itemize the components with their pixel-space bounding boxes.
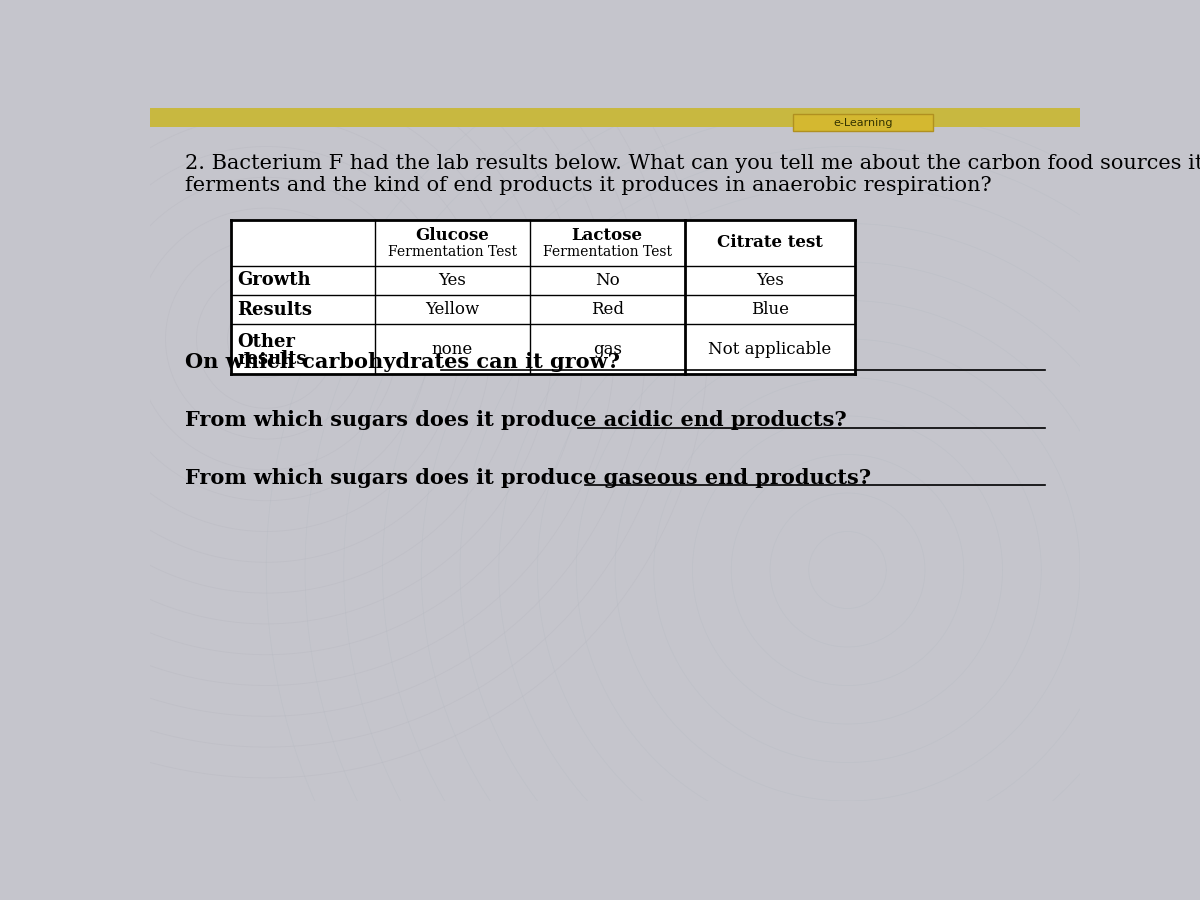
Bar bbox=[793, 114, 932, 131]
Text: Lactose: Lactose bbox=[571, 227, 643, 244]
Text: Not applicable: Not applicable bbox=[708, 341, 832, 358]
Text: Yes: Yes bbox=[756, 272, 784, 289]
Text: ferments and the kind of end products it produces in anaerobic respiration?: ferments and the kind of end products it… bbox=[185, 176, 991, 194]
Text: From which sugars does it produce gaseous end products?: From which sugars does it produce gaseou… bbox=[185, 468, 871, 488]
Text: Yes: Yes bbox=[438, 272, 466, 289]
Text: 2. Bacterium F had the lab results below. What can you tell me about the carbon : 2. Bacterium F had the lab results below… bbox=[185, 154, 1200, 173]
Text: Yellow: Yellow bbox=[425, 302, 479, 319]
Text: Glucose: Glucose bbox=[415, 227, 490, 244]
Text: Fermentation Test: Fermentation Test bbox=[542, 245, 672, 259]
Text: results: results bbox=[238, 349, 307, 367]
Text: Citrate test: Citrate test bbox=[718, 234, 823, 251]
Bar bbox=[232, 220, 856, 374]
Text: gas: gas bbox=[593, 341, 622, 358]
Text: From which sugars does it produce acidic end products?: From which sugars does it produce acidic… bbox=[185, 410, 847, 430]
Text: none: none bbox=[432, 341, 473, 358]
Text: Results: Results bbox=[238, 301, 312, 319]
Bar bbox=[150, 108, 1080, 127]
Text: On which carbohydrates can it grow?: On which carbohydrates can it grow? bbox=[185, 352, 620, 372]
Text: Other: Other bbox=[238, 333, 295, 351]
Text: Red: Red bbox=[590, 302, 624, 319]
Text: e-Learning: e-Learning bbox=[833, 118, 893, 128]
Text: Growth: Growth bbox=[238, 272, 311, 290]
Text: Blue: Blue bbox=[751, 302, 790, 319]
Text: Fermentation Test: Fermentation Test bbox=[388, 245, 517, 259]
Text: No: No bbox=[595, 272, 619, 289]
